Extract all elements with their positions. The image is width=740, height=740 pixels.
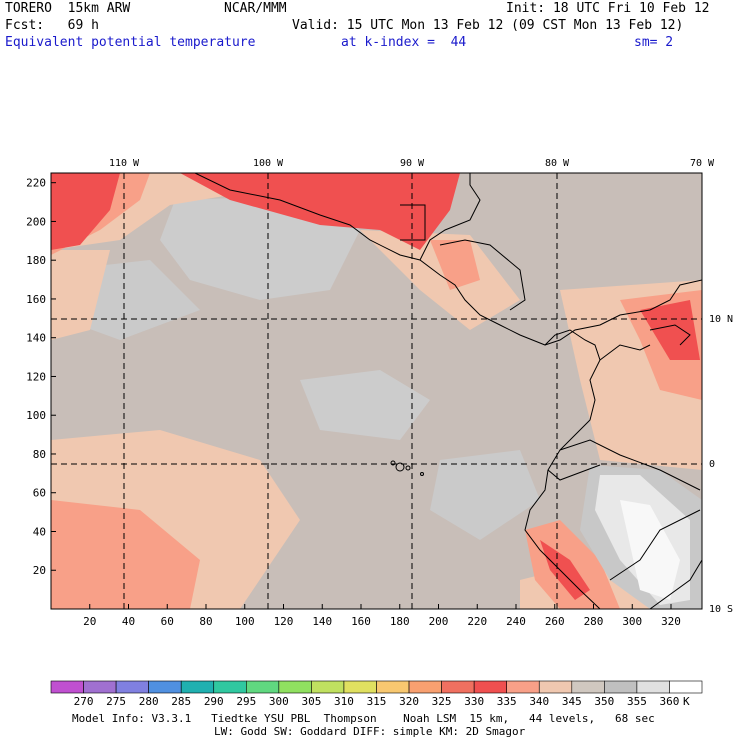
lon-label: 90 W [400,158,425,169]
colorbar [50,680,703,694]
colorbar-swatch [604,680,638,694]
colorbar-label: 275 [106,695,127,708]
y-tick-label: 40 [33,525,46,538]
x-tick-label: 320 [661,615,681,628]
lat-label: 10 S [709,604,733,615]
y-tick-label: 180 [26,254,46,267]
y-tick-label: 220 [26,177,46,190]
y-tick-label: 140 [26,332,46,345]
colorbar-label: 320 [399,695,419,708]
x-tick-label: 140 [312,615,332,628]
map-frame [50,172,703,610]
colorbar-label: 270 [73,695,94,708]
lon-label: 100 W [253,158,284,169]
latitude-labels: 10 N 0 10 S [709,314,733,615]
lat-lon-grid [51,173,702,609]
colorbar-label: 300 [268,695,289,708]
smoothing: sm= 2 [634,35,674,50]
x-tick-label: 80 [199,615,212,628]
x-tick-label: 280 [584,615,604,628]
y-tick-label: 200 [26,215,46,228]
map-fill [51,173,702,609]
x-tick-label: 300 [622,615,642,628]
x-tick-label: 120 [274,615,294,628]
colorbar-label: 325 [431,695,452,708]
y-tick-label: 120 [26,370,46,383]
model-info-line-1: Model Info: V3.3.1 Tiedtke YSU PBL Thomp… [72,712,655,725]
colorbar-swatch [311,680,345,694]
x-tick-label: 240 [506,615,526,628]
colorbar-label: 360 [659,695,680,708]
model-name: TORERO 15km ARW [5,1,131,16]
y-tick-label: 100 [26,409,46,422]
model-info-line-2: LW: Godd SW: Goddard DIFF: simple KM: 2D… [214,725,526,738]
colorbar-label: 310 [334,695,354,708]
colorbar-label: 290 [203,695,224,708]
center-name: NCAR/MMM [224,1,287,16]
x-grid-index-labels: 20 40 60 80 100 120 140 160 180 200 220 240 260 280 30… [83,604,681,628]
colorbar-swatch [50,680,84,694]
colorbar-swatch [506,680,540,694]
longitude-labels: 110 W 100 W 90 W 80 W 70 W [109,158,715,169]
lon-label: 80 W [545,158,570,169]
colorbar-unit: K [683,695,690,708]
y-tick-label: 80 [33,448,46,461]
colorbar-swatch [213,680,247,694]
x-tick-label: 60 [161,615,174,628]
colorbar-swatch [115,680,149,694]
colorbar-label: 335 [496,695,517,708]
x-tick-label: 20 [83,615,96,628]
coastlines [194,173,702,609]
colorbar-label: 345 [561,695,582,708]
colorbar-swatch [538,680,573,694]
colorbar-label: 285 [171,695,192,708]
colorbar-swatch [408,680,442,694]
colorbar-swatch [148,680,182,694]
forecast-hour: Fcst: 69 h [5,18,99,33]
colorbar-swatch [571,680,605,694]
y-tick-label: 160 [26,293,46,306]
y-grid-index-labels: 220 200 180 160 140 120 100 80 60 40 20 [26,177,56,577]
colorbar-label: 280 [138,695,159,708]
colorbar-label: 330 [464,695,485,708]
lon-label: 110 W [109,158,140,169]
level-index: at k-index = 44 [341,35,467,50]
x-tick-label: 100 [235,615,255,628]
colorbar-swatch [473,680,507,694]
colorbar-swatch [636,680,670,694]
field-name: Equivalent potential temperature [5,35,256,50]
init-time: Init: 18 UTC Fri 10 Feb 12 [506,1,710,16]
colorbar-label: 315 [366,695,387,708]
colorbar-swatch [441,680,475,694]
colorbar-swatch [376,680,410,694]
colorbar-label: 340 [529,695,550,708]
colorbar-swatch [83,680,117,694]
colorbar-label: 305 [301,695,322,708]
x-tick-label: 200 [429,615,449,628]
y-tick-label: 60 [33,487,46,500]
colorbar-swatch [278,680,312,694]
x-tick-label: 180 [390,615,410,628]
colorbar-swatch [180,680,215,694]
lon-label: 70 W [690,158,715,169]
colorbar-swatch [343,680,377,694]
y-tick-label: 20 [33,564,46,577]
colorbar-label: 295 [236,695,257,708]
colorbar-swatch [246,680,280,694]
colorbar-label: 355 [626,695,647,708]
x-tick-label: 220 [467,615,487,628]
colorbar-swatch [669,680,703,694]
x-tick-label: 40 [122,615,135,628]
colorbar-label: 350 [594,695,615,708]
lat-label: 10 N [709,314,733,325]
valid-time: Valid: 15 UTC Mon 13 Feb 12 (09 CST Mon … [292,18,684,33]
lat-label: 0 [709,459,715,470]
x-tick-label: 260 [545,615,565,628]
x-tick-label: 160 [351,615,371,628]
